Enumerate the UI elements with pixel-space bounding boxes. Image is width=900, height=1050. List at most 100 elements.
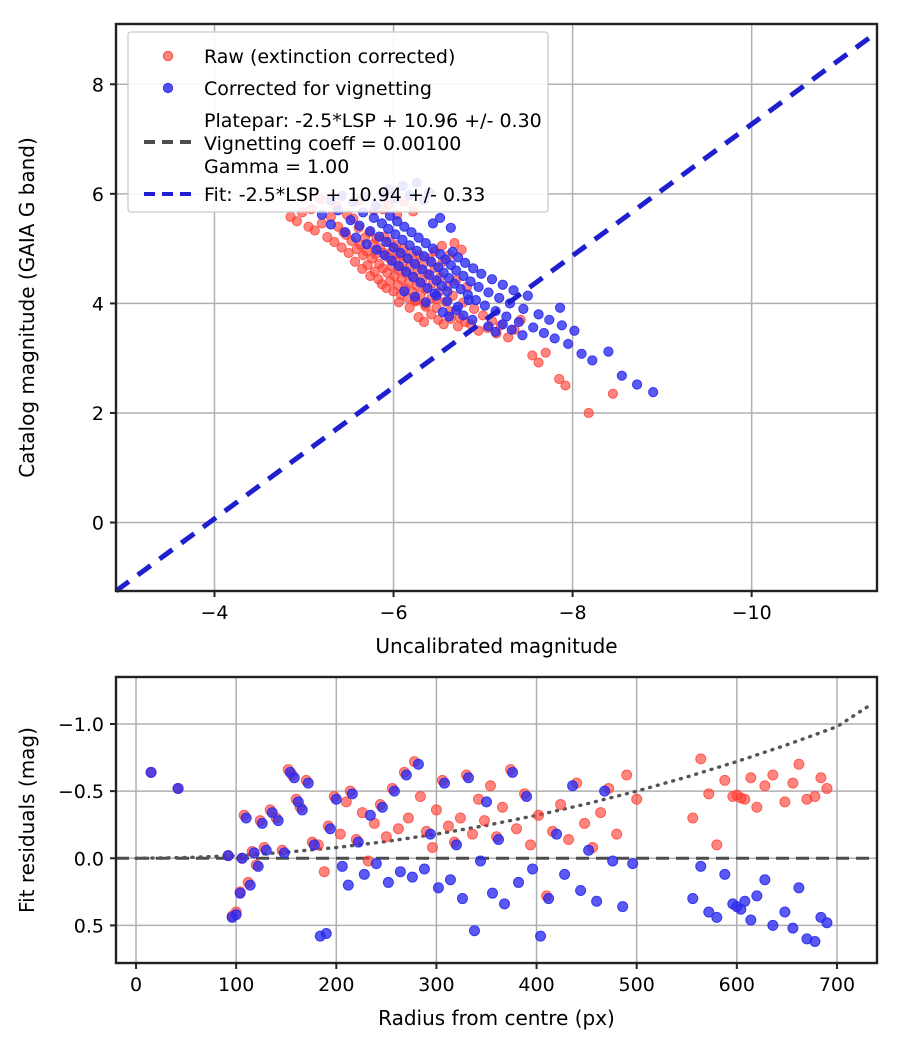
data-point — [346, 788, 358, 800]
data-point — [463, 295, 474, 306]
data-point — [787, 922, 799, 934]
legend-entry: Fit: -2.5*LSP + 10.94 +/- 0.33 — [144, 184, 485, 206]
data-point — [563, 338, 574, 350]
data-point — [354, 220, 365, 231]
data-point — [285, 211, 296, 222]
data-point — [172, 782, 184, 794]
data-point — [402, 812, 414, 824]
data-point — [549, 333, 560, 344]
data-point — [497, 319, 508, 330]
legend-entry: Platepar: -2.5*LSP + 10.96 +/- 0.30Vigne… — [144, 110, 542, 178]
data-point — [484, 780, 496, 792]
data-point — [787, 777, 799, 789]
data-point — [538, 327, 550, 339]
data-point — [382, 876, 394, 888]
data-point — [595, 807, 607, 819]
data-point — [272, 815, 284, 827]
data-point — [745, 772, 757, 784]
x-tick-label: −4 — [200, 602, 228, 624]
data-point — [533, 309, 544, 320]
data-point — [442, 296, 453, 307]
data-point — [424, 828, 436, 840]
data-point — [365, 225, 376, 237]
data-point — [821, 917, 833, 929]
data-point — [393, 261, 405, 272]
data-point — [779, 796, 791, 808]
data-point — [745, 914, 757, 926]
data-point — [436, 240, 447, 251]
data-point — [527, 863, 539, 875]
data-point — [474, 855, 486, 867]
x-tick-label: −10 — [732, 602, 772, 624]
data-point — [431, 290, 442, 301]
data-point — [390, 229, 401, 240]
data-point — [533, 357, 544, 368]
data-point — [627, 858, 639, 870]
data-point — [607, 388, 618, 399]
data-point — [438, 777, 450, 789]
data-point — [418, 251, 430, 262]
x-axis-label: Radius from centre (px) — [378, 1006, 615, 1030]
data-point — [256, 817, 268, 829]
data-point — [751, 801, 763, 813]
data-point — [476, 268, 487, 279]
data-point — [631, 793, 643, 805]
data-point — [434, 212, 446, 224]
data-point — [244, 879, 256, 891]
data-point — [452, 252, 464, 263]
data-point — [303, 221, 314, 232]
data-point — [370, 858, 382, 870]
data-point — [452, 301, 464, 312]
data-point — [719, 868, 731, 880]
data-point — [383, 223, 394, 234]
data-point — [379, 250, 390, 261]
data-point — [343, 247, 354, 259]
data-point — [386, 255, 397, 266]
x-tick-label: 600 — [719, 974, 755, 996]
y-tick-label: 4 — [92, 293, 104, 315]
data-point — [579, 817, 591, 829]
data-point — [414, 791, 426, 803]
data-point — [603, 346, 614, 357]
data-point — [345, 215, 356, 226]
data-point — [374, 231, 385, 242]
data-point — [260, 844, 272, 856]
data-point — [417, 264, 428, 275]
data-point — [751, 890, 763, 902]
data-point — [528, 322, 539, 333]
data-point — [468, 925, 480, 937]
data-point — [719, 774, 731, 786]
data-point — [449, 238, 460, 249]
data-point — [406, 871, 418, 883]
data-point — [517, 330, 528, 341]
data-point — [583, 407, 594, 419]
data-point — [334, 828, 346, 840]
data-point — [465, 276, 476, 287]
data-point — [236, 852, 248, 864]
x-tick-label: 400 — [518, 974, 554, 996]
data-point — [462, 772, 474, 784]
data-point — [493, 833, 505, 845]
data-point — [340, 796, 352, 808]
data-point — [234, 887, 246, 899]
data-point — [599, 785, 611, 797]
data-point — [400, 266, 412, 277]
data-point — [422, 282, 433, 294]
data-point — [458, 270, 469, 282]
data-point — [376, 801, 388, 813]
data-point — [703, 906, 715, 918]
data-point — [525, 839, 537, 851]
data-point — [368, 212, 379, 224]
data-point — [779, 906, 791, 918]
data-point — [395, 247, 406, 259]
data-point — [342, 879, 354, 891]
data-point — [544, 314, 555, 325]
data-point — [240, 812, 252, 824]
fit-line — [114, 30, 879, 594]
data-point — [415, 277, 426, 288]
data-point — [399, 221, 410, 232]
data-point — [483, 287, 494, 298]
data-point — [418, 316, 430, 328]
x-tick-label: 200 — [318, 974, 354, 996]
